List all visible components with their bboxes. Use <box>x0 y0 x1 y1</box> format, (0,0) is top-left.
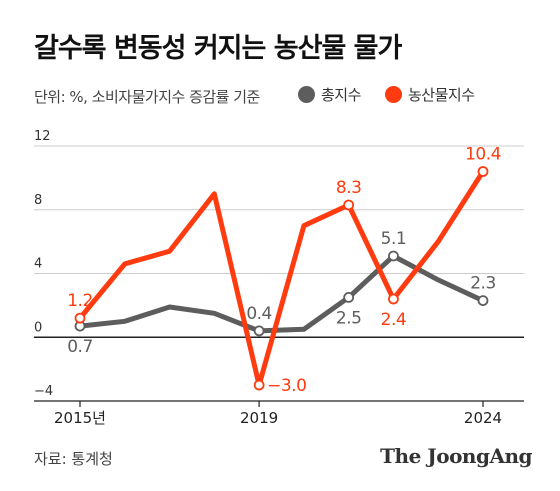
data-point-marker <box>253 325 265 337</box>
legend-swatch-agri <box>385 85 402 103</box>
grid-layer: −4 0 4 8 12 2015년 2019 2024 <box>34 129 524 427</box>
data-label: 0.7 <box>67 337 93 357</box>
legend-swatch-total <box>298 85 315 103</box>
series-layer <box>77 169 486 388</box>
data-label: 8.3 <box>336 178 362 198</box>
y-tick-label: 8 <box>34 193 42 208</box>
data-point-marker <box>343 199 355 211</box>
data-point-marker <box>388 293 399 305</box>
data-point-marker <box>388 250 399 262</box>
y-tick-label: −4 <box>34 384 53 399</box>
x-tick-label: 2015년 <box>54 409 106 427</box>
y-tick-label: 4 <box>34 257 42 272</box>
data-point-marker <box>74 312 86 324</box>
y-tick-label: 0 <box>34 320 42 335</box>
legend-item-agri: 농산물지수 <box>385 84 475 104</box>
data-point-marker <box>253 379 265 391</box>
data-label: 2.3 <box>470 274 496 294</box>
data-label: 10.4 <box>465 145 501 165</box>
x-tick-label: 2019 <box>240 409 278 427</box>
legend-label-agri: 농산물지수 <box>408 85 475 104</box>
data-label: −3.0 <box>267 376 306 396</box>
brand-logo: The JoongAng <box>380 444 532 468</box>
series-line-agri <box>77 169 486 388</box>
legend-item-total: 총지수 <box>298 84 361 104</box>
y-tick-label: 12 <box>34 129 51 144</box>
data-label: 1.2 <box>67 291 93 311</box>
legend-label-total: 총지수 <box>321 85 361 104</box>
data-label: 5.1 <box>381 229 407 249</box>
source-note: 자료: 통계청 <box>34 450 113 468</box>
chart-title: 갈수록 변동성 커지는 농산물 물가 <box>34 33 402 64</box>
data-label: 0.4 <box>246 304 272 324</box>
data-point-marker <box>477 295 489 306</box>
label-layer: 0.7 0.4 2.5 5.1 2.3 1.2 −3.0 8.3 2.4 10.4 <box>67 145 501 397</box>
data-point-marker <box>343 292 355 303</box>
data-label: 2.5 <box>336 308 362 328</box>
unit-note: 단위: %, 소비자물가지수 증감률 기준 <box>34 88 260 106</box>
x-tick-label: 2024 <box>464 409 502 427</box>
data-point-marker <box>477 166 489 177</box>
data-label: 2.4 <box>381 310 407 330</box>
series-line-total <box>77 253 486 334</box>
